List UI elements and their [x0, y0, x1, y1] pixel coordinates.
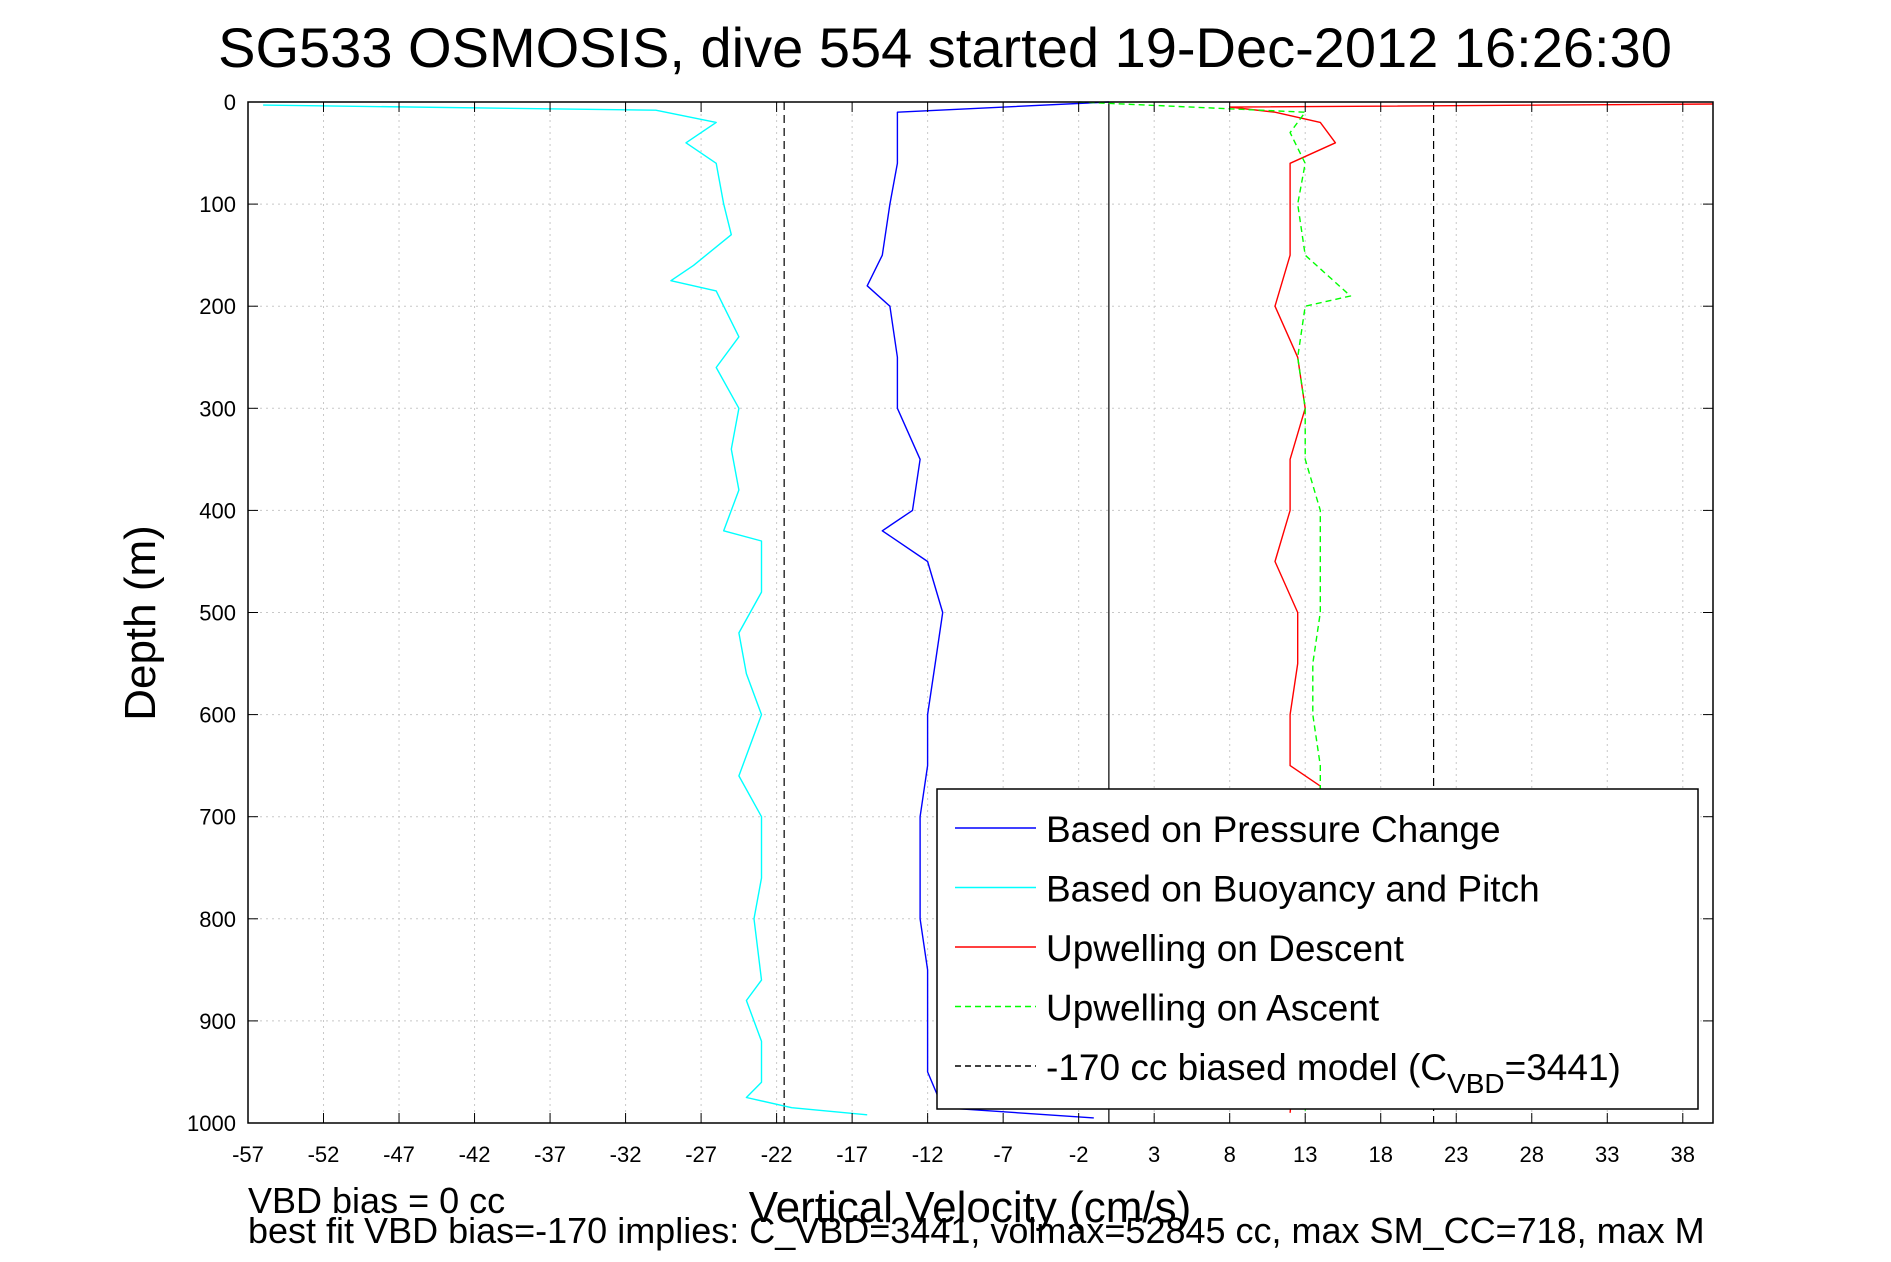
x-tick-label: -42	[459, 1142, 491, 1167]
x-tick-label: -2	[1069, 1142, 1089, 1167]
y-ticks: 0 100 200 300 400 500 600 700 800 900 1000	[187, 90, 1713, 1136]
series-line-based-on-pressure-change	[866, 101, 1109, 1119]
x-axis-label: Vertical Velocity (cm/s)	[749, 1183, 1192, 1232]
legend-label: Based on Buoyancy and Pitch	[1046, 869, 1540, 910]
x-tick-label: -57	[232, 1142, 264, 1167]
legend: Based on Pressure Change Based on Buoyanc…	[936, 788, 1699, 1110]
y-tick-label: 300	[199, 396, 236, 421]
series-group	[263, 101, 1714, 1119]
series-line-upwelling-on-ascent	[1078, 101, 1352, 1113]
x-tick-label: -47	[383, 1142, 415, 1167]
y-tick-label: 700	[199, 805, 236, 830]
x-tick-label: -17	[836, 1142, 868, 1167]
legend-label-text: Upwelling on Ascent	[1046, 988, 1380, 1029]
y-tick-label: 400	[199, 498, 236, 523]
footer-line-1: VBD bias = 0 cc	[248, 1180, 506, 1221]
x-tick-label: 18	[1368, 1142, 1392, 1167]
x-ticks: -57 -52 -47 -42 -37 -32 -27 -22 -17 -12 -7 -2 3 8 13 18…	[232, 102, 1695, 1167]
x-tick-label: -27	[685, 1142, 717, 1167]
x-tick-label: 23	[1444, 1142, 1468, 1167]
legend-label-text: Based on Pressure Change	[1046, 809, 1501, 850]
x-tick-label: -12	[912, 1142, 944, 1167]
x-tick-label: -37	[534, 1142, 566, 1167]
x-tick-label: 3	[1148, 1142, 1160, 1167]
x-tick-label: -22	[761, 1142, 793, 1167]
x-tick-label: -32	[610, 1142, 642, 1167]
legend-label-text: Upwelling on Descent	[1046, 928, 1405, 969]
legend-label: -170 cc biased model (CVBD=3441)	[1046, 1047, 1621, 1099]
y-tick-label: 200	[199, 294, 236, 319]
y-tick-label: 100	[199, 192, 236, 217]
x-tick-label: 28	[1520, 1142, 1544, 1167]
series-line-based-on-buoyancy-and-pitch	[263, 104, 868, 1116]
x-tick-label: 8	[1224, 1142, 1236, 1167]
legend-label-subscript: VBD	[1447, 1068, 1505, 1099]
legend-label-text: -170 cc biased model (C	[1046, 1047, 1447, 1088]
legend-label-text: Based on Buoyancy and Pitch	[1046, 869, 1540, 910]
x-tick-label: -7	[993, 1142, 1013, 1167]
y-tick-label: 800	[199, 907, 236, 932]
legend-label: Upwelling on Descent	[1046, 928, 1405, 969]
footer-line-2: best fit VBD bias=-170 implies: C_VBD=34…	[248, 1210, 1705, 1251]
y-tick-label: 0	[224, 90, 236, 115]
y-tick-label: 1000	[187, 1111, 236, 1136]
x-tick-label: 33	[1595, 1142, 1619, 1167]
y-tick-label: 900	[199, 1009, 236, 1034]
legend-label-suffix: =3441)	[1505, 1047, 1621, 1088]
y-axis-label: Depth (m)	[116, 525, 165, 721]
chart-title: SG533 OSMOSIS, dive 554 started 19-Dec-2…	[218, 16, 1672, 79]
y-tick-label: 600	[199, 703, 236, 728]
x-tick-label: 13	[1293, 1142, 1317, 1167]
y-tick-label: 500	[199, 601, 236, 626]
x-tick-label: -52	[308, 1142, 340, 1167]
legend-box	[936, 788, 1699, 1110]
legend-label: Upwelling on Ascent	[1046, 988, 1380, 1029]
x-tick-label: 38	[1671, 1142, 1695, 1167]
legend-label: Based on Pressure Change	[1046, 809, 1501, 850]
